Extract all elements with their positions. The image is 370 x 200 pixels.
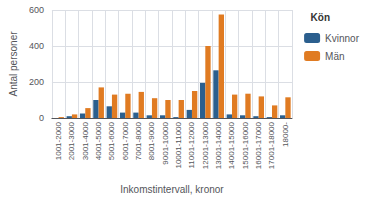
- svg-text:Antal personer: Antal personer: [8, 31, 19, 97]
- svg-text:7001-8000: 7001-8000: [134, 121, 143, 160]
- svg-text:11001-12000: 11001-12000: [187, 121, 196, 168]
- svg-text:18000-: 18000-: [281, 122, 290, 147]
- svg-text:Kön: Kön: [311, 12, 330, 23]
- svg-text:Kvinnor: Kvinnor: [325, 33, 360, 44]
- svg-text:10001-11000: 10001-11000: [174, 121, 183, 168]
- svg-text:600: 600: [29, 5, 44, 15]
- svg-text:12001-13000: 12001-13000: [201, 121, 210, 169]
- svg-text:13001-14000: 13001-14000: [214, 121, 223, 169]
- svg-text:400: 400: [29, 41, 44, 51]
- svg-text:5001-6000: 5001-6000: [107, 121, 116, 160]
- svg-text:200: 200: [29, 77, 44, 87]
- svg-text:6001-7000: 6001-7000: [121, 121, 130, 160]
- svg-text:14001-15000: 14001-15000: [227, 121, 236, 169]
- svg-text:15001-16000: 15001-16000: [241, 121, 250, 169]
- svg-text:Män: Män: [325, 51, 344, 62]
- svg-text:16001-17000: 16001-17000: [254, 121, 263, 169]
- svg-text:2001-3000: 2001-3000: [67, 121, 76, 160]
- svg-text:3001-4000: 3001-4000: [81, 121, 90, 160]
- svg-text:1001-2000: 1001-2000: [54, 121, 63, 160]
- svg-text:0: 0: [39, 113, 44, 123]
- svg-text:8001-9000: 8001-9000: [147, 121, 156, 160]
- svg-text:17001-18000: 17001-18000: [267, 121, 276, 169]
- svg-text:4001-5000: 4001-5000: [94, 121, 103, 160]
- svg-text:9001-10000: 9001-10000: [161, 121, 170, 164]
- svg-text:Inkomstintervall, kronor: Inkomstintervall, kronor: [120, 184, 224, 195]
